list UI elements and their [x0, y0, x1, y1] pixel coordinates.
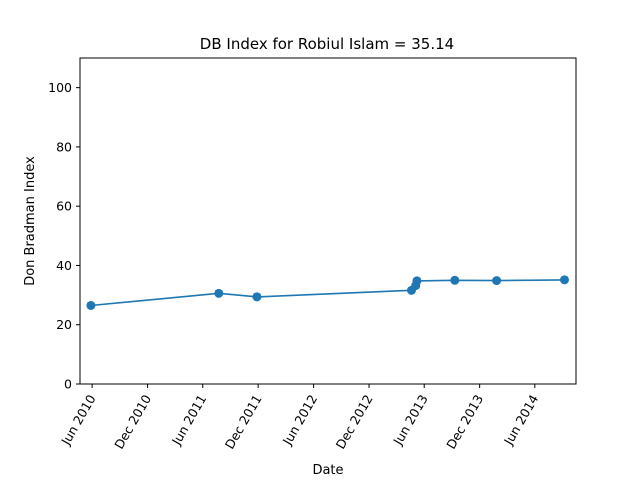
x-tick-label: Jun 2013	[390, 392, 431, 448]
x-tick-label: Dec 2010	[111, 392, 154, 451]
y-axis-label: Don Bradman Index	[23, 156, 38, 286]
x-tick-label: Dec 2011	[222, 392, 265, 451]
x-tick-label: Jun 2014	[500, 392, 541, 448]
x-tick-label: Jun 2011	[168, 392, 209, 448]
data-point	[86, 300, 96, 310]
data-point	[214, 288, 224, 298]
x-tick-label: Dec 2012	[333, 392, 376, 451]
y-tick-label: 100	[48, 80, 72, 95]
x-tick-label: Jun 2012	[279, 392, 320, 448]
y-tick-label: 80	[56, 139, 72, 154]
data-point	[412, 276, 422, 286]
data-point	[450, 275, 460, 285]
y-tick-label: 0	[64, 377, 72, 392]
y-tick-label: 40	[56, 258, 72, 273]
data-point	[252, 292, 262, 302]
axis-layer: 0 20 40 60 80 100 Jun 2010 Dec 2010 Jun 2011 Dec …	[48, 80, 541, 451]
y-tick-label: 60	[56, 199, 72, 214]
plot-frame	[79, 57, 577, 385]
x-tick-label: Dec 2013	[443, 392, 486, 451]
y-tick-label: 20	[56, 317, 72, 332]
chart-title: DB Index for Robiul Islam = 35.14	[200, 35, 454, 53]
plot-layer	[86, 275, 569, 310]
data-point	[492, 276, 502, 286]
x-axis-label: Date	[312, 463, 343, 478]
x-tick-label: Jun 2010	[58, 392, 99, 448]
data-point	[559, 275, 569, 285]
